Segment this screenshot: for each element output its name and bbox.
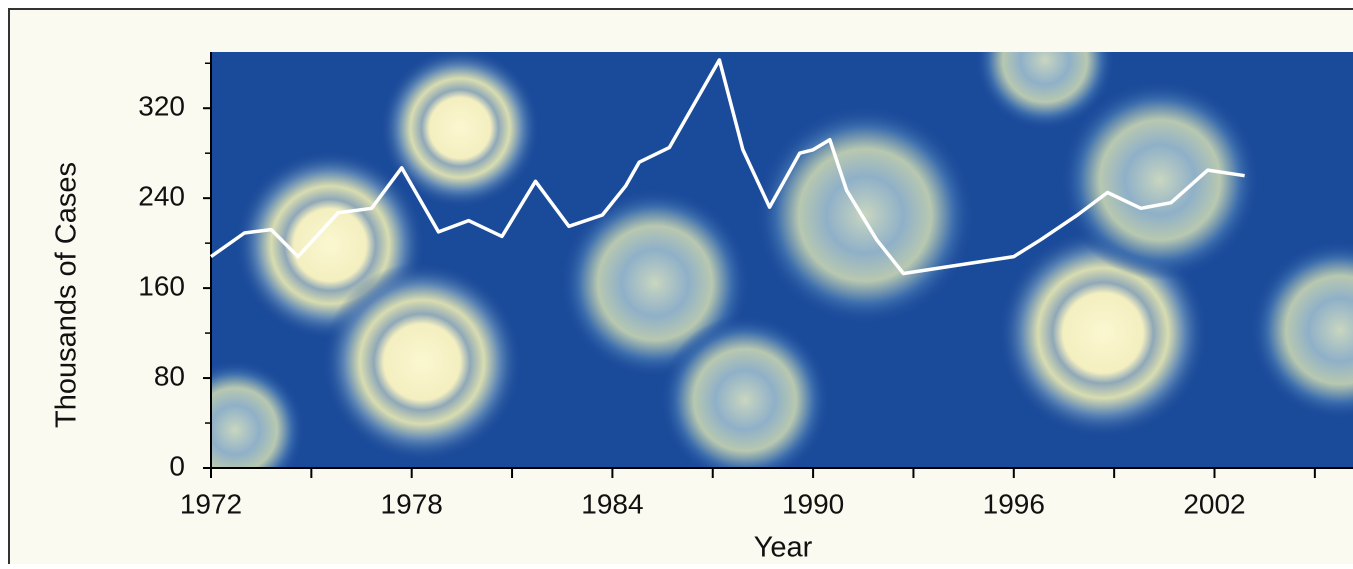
y-axis-title: Thousands of Cases (51, 162, 83, 428)
chart: Year Thousands of Cases 0 80 160 240 320 1972… (0, 0, 1353, 564)
y-tick-label: 0 (169, 450, 185, 481)
x-tick-label: 2002 (1183, 488, 1245, 519)
x-tick-label: 1990 (782, 488, 844, 519)
x-axis-title: Year (754, 532, 813, 564)
background-image (165, 0, 1353, 500)
y-tick-label: 320 (138, 91, 185, 122)
x-tick-label: 1984 (581, 488, 643, 519)
y-tick-label: 160 (138, 270, 185, 301)
x-tick-label: 1978 (381, 488, 443, 519)
y-tick-label: 240 (138, 181, 185, 212)
y-tick-label: 80 (154, 360, 185, 391)
x-tick-label: 1972 (180, 488, 242, 519)
x-tick-label: 1996 (983, 488, 1045, 519)
